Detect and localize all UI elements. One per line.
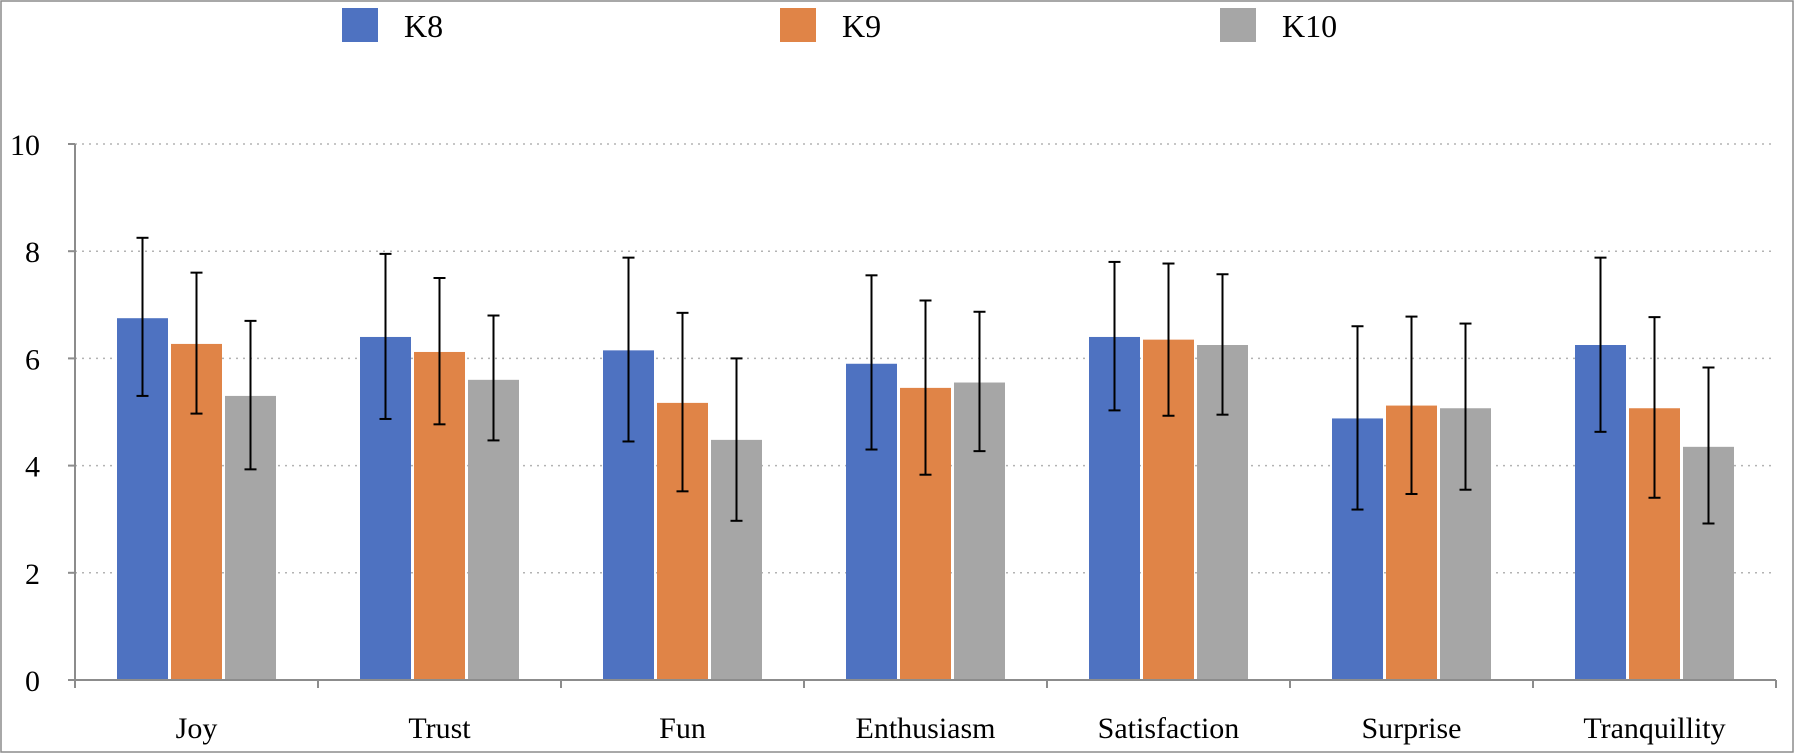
- axes: [68, 143, 1777, 688]
- legend-label-k8: K8: [404, 8, 443, 44]
- x-category-labels: Joy Trust Fun Enthusiasm Satisfaction Surpris…: [176, 712, 1726, 745]
- legend-label-k10: K10: [1282, 8, 1337, 44]
- x-category-label-joy: Joy: [176, 712, 218, 745]
- y-tick-label: 8: [25, 236, 40, 269]
- y-tick-label: 6: [25, 343, 40, 376]
- x-category-label-trust: Trust: [408, 712, 471, 745]
- y-tick-label: 2: [25, 558, 40, 591]
- legend-swatch-k10: [1220, 8, 1256, 42]
- y-tick-label: 10: [10, 129, 40, 162]
- x-category-label-satisfaction: Satisfaction: [1098, 712, 1240, 745]
- legend-label-k9: K9: [842, 8, 881, 44]
- y-tick-label: 4: [25, 451, 40, 484]
- legend: K8 K9 K10: [342, 8, 1337, 44]
- x-category-label-fun: Fun: [659, 712, 706, 745]
- legend-swatch-k8: [342, 8, 378, 42]
- x-category-label-surprise: Surprise: [1362, 712, 1462, 745]
- x-category-label-enthusiasm: Enthusiasm: [856, 712, 996, 745]
- y-tick-label: 0: [25, 665, 40, 698]
- legend-swatch-k9: [780, 8, 816, 42]
- x-category-label-tranquillity: Tranquillity: [1583, 712, 1725, 745]
- y-tick-labels: 0 2 4 6 8 10: [10, 129, 40, 698]
- error-bars-group: [136, 236, 1715, 525]
